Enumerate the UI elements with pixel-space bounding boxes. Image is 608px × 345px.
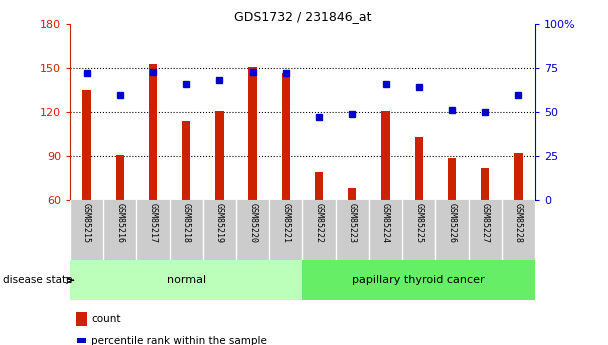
Bar: [70, 260, 302, 300]
Bar: [282, 72, 290, 200]
Bar: [116, 155, 124, 200]
Bar: [448, 158, 456, 200]
Text: GSM85217: GSM85217: [148, 203, 157, 243]
Bar: [302, 260, 535, 300]
Text: GSM85226: GSM85226: [447, 203, 457, 243]
Text: GSM85221: GSM85221: [282, 203, 291, 243]
Text: GSM85224: GSM85224: [381, 203, 390, 243]
Bar: [481, 168, 489, 200]
Text: GSM85215: GSM85215: [82, 203, 91, 243]
Text: GSM85227: GSM85227: [481, 203, 489, 243]
Text: percentile rank within the sample: percentile rank within the sample: [91, 336, 267, 345]
Bar: [514, 153, 523, 200]
Bar: [82, 90, 91, 200]
Text: GSM85223: GSM85223: [348, 203, 357, 243]
Text: count: count: [91, 314, 121, 324]
Text: GSM85225: GSM85225: [414, 203, 423, 243]
Text: GSM85218: GSM85218: [182, 203, 191, 243]
Bar: [149, 64, 157, 200]
Bar: [348, 188, 356, 200]
Text: GSM85222: GSM85222: [314, 203, 323, 243]
Text: disease state: disease state: [3, 275, 72, 285]
Bar: [415, 137, 423, 200]
Bar: [381, 111, 390, 200]
Title: GDS1732 / 231846_at: GDS1732 / 231846_at: [233, 10, 371, 23]
Bar: [182, 121, 190, 200]
Bar: [215, 111, 224, 200]
Text: normal: normal: [167, 275, 206, 285]
Text: GSM85216: GSM85216: [116, 203, 124, 243]
Text: papillary thyroid cancer: papillary thyroid cancer: [353, 275, 485, 285]
Bar: [249, 67, 257, 200]
Text: GSM85219: GSM85219: [215, 203, 224, 243]
Text: GSM85220: GSM85220: [248, 203, 257, 243]
Bar: [315, 172, 323, 200]
Text: GSM85228: GSM85228: [514, 203, 523, 243]
